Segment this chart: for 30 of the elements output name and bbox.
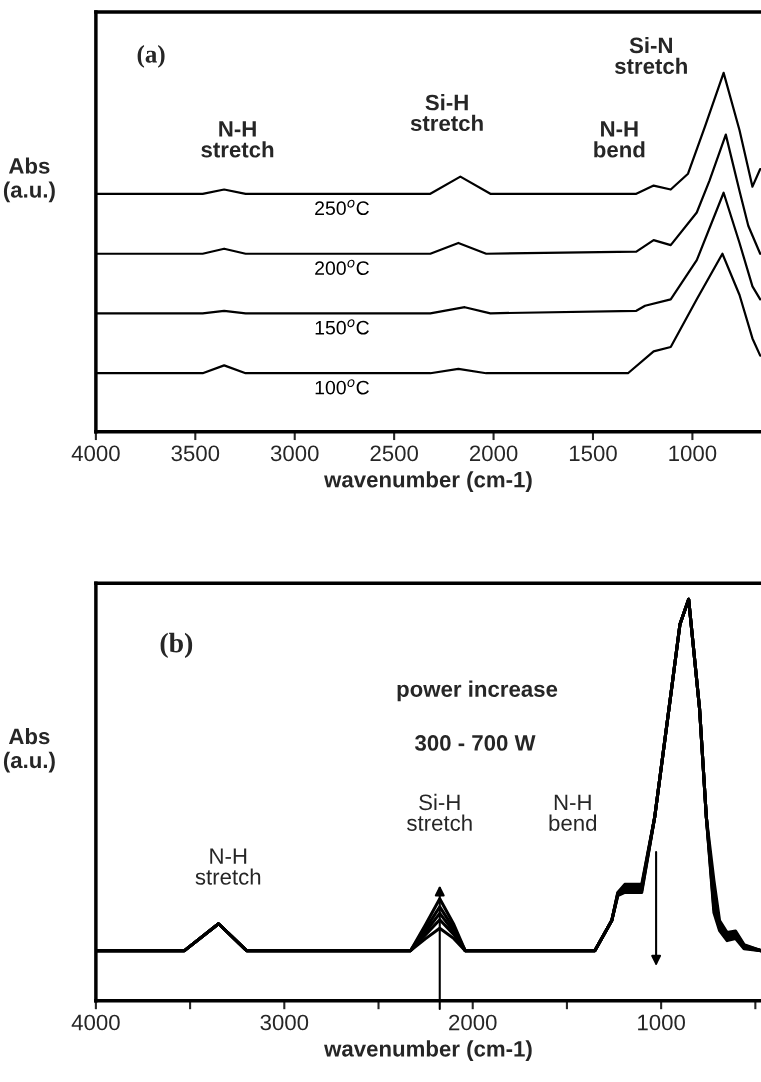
x-tick-label: 2500 (370, 445, 418, 462)
series-label: 150$^{o}$C (315, 319, 369, 335)
x-tick-label: 3000 (270, 445, 319, 462)
annotation: N-H bend (549, 794, 597, 831)
x-tick-label: 3500 (171, 445, 220, 462)
x-tick-label: 1000 (669, 445, 717, 462)
annotation: Si-H stretch (407, 793, 472, 831)
annotation: N-H stretch (195, 848, 261, 885)
x-tick-label: 3000 (260, 1014, 309, 1031)
text: (a) (137, 45, 165, 68)
y-axis-title: Abs (a.u.) (3, 157, 55, 203)
series-label: 200$^{o}$C (315, 259, 369, 276)
x-axis-title: wavenumber (cm-1) (324, 1040, 532, 1062)
annotation: (b) (160, 632, 193, 659)
annotation: Si-H stretch (410, 94, 483, 132)
annotation: power increase (397, 680, 558, 702)
x-tick-label: 1000 (638, 1014, 685, 1031)
x-tick-label: 4000 (71, 1014, 120, 1031)
series-label: 100$^{o}$C (315, 379, 369, 395)
x-tick-label: 4000 (71, 445, 120, 462)
annotation: 300 - 700 W (414, 735, 536, 751)
annotation: Si-N stretch (614, 36, 687, 74)
x-axis-title: wavenumber (cm-1) (324, 471, 532, 492)
series-label: 250$^{o}$C (315, 199, 369, 216)
annotation: N-H bend (594, 121, 645, 158)
annotation: N-H stretch (201, 121, 274, 158)
x-tick-label: 1500 (569, 445, 617, 462)
y-axis-title: Abs (a.u.) (3, 727, 55, 773)
x-tick-label: 2000 (469, 445, 518, 462)
x-tick-label: 2000 (449, 1014, 497, 1031)
